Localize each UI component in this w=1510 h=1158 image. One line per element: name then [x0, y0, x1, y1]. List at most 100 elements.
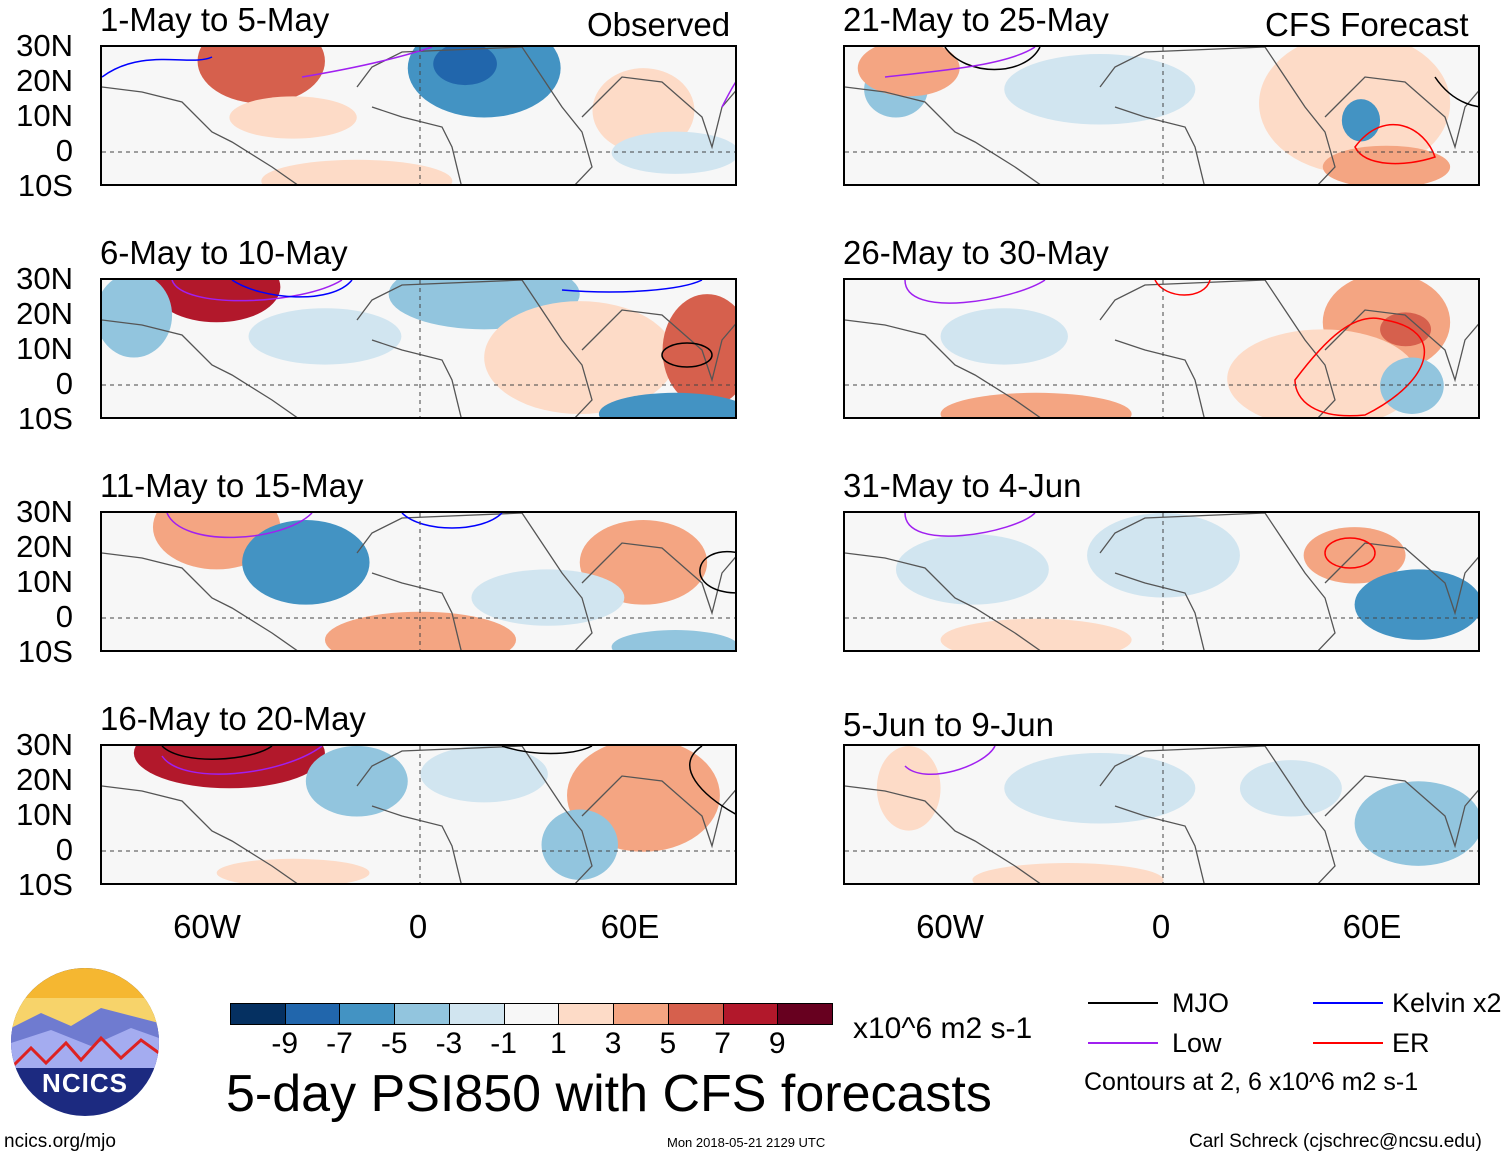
lat-tick-label: 20N — [16, 762, 73, 797]
colorbar-swatch — [394, 1003, 450, 1025]
site-link[interactable]: ncics.org/mjo — [4, 1131, 116, 1152]
legend-label-low: Low — [1172, 1028, 1222, 1058]
lat-tick-label: 20N — [16, 296, 73, 331]
lon-tick-label: 60W — [173, 908, 241, 945]
timestamp: Mon 2018-05-21 2129 UTC — [667, 1135, 826, 1150]
colorbar-swatch — [777, 1003, 833, 1025]
lat-tick-label: 10S — [17, 634, 73, 669]
wave-contour — [1324, 537, 1376, 569]
anomaly-shading — [1004, 54, 1196, 125]
anomaly-shading — [662, 294, 735, 407]
colorbar-tick-label: -9 — [271, 1027, 299, 1060]
anomaly-shading — [229, 96, 357, 139]
colorbar-tick-label: 1 — [550, 1027, 567, 1060]
forecast-label: CFS Forecast — [1265, 6, 1469, 43]
lat-tick-label: 10N — [16, 564, 73, 599]
contour-note: Contours at 2, 6 x10^6 m2 s-1 — [1084, 1068, 1419, 1096]
colorbar-tick-label: -7 — [326, 1027, 353, 1060]
colorbar-swatch — [613, 1003, 669, 1025]
anomaly-shading — [611, 131, 735, 174]
colorbar-tick-label: 3 — [604, 1027, 622, 1060]
anomaly-shading — [1004, 753, 1196, 824]
anomaly-shading — [972, 863, 1164, 883]
anomaly-shading — [305, 746, 408, 817]
anomaly-shading — [1380, 357, 1444, 414]
wave-contour — [301, 47, 433, 78]
anomaly-shading — [1354, 569, 1478, 640]
lat-tick-label: 20N — [16, 63, 73, 98]
anomaly-shading — [541, 809, 618, 880]
colorbar-tick-label: 9 — [768, 1027, 786, 1060]
anomaly-shading — [1380, 312, 1432, 347]
wave-contour — [1154, 280, 1211, 296]
lat-tick-label: 30N — [16, 28, 73, 63]
anomaly-shading — [433, 47, 497, 86]
wave-contour — [721, 81, 735, 108]
anomaly-shading — [1239, 760, 1342, 817]
panel-title: 1-May to 5-May — [100, 1, 330, 38]
anomaly-shading — [1354, 781, 1478, 866]
lat-tick-label: 30N — [16, 261, 73, 296]
wave-contour — [699, 550, 735, 594]
wave-contour — [904, 280, 1046, 304]
wave-contour — [944, 47, 1041, 71]
lat-tick-label: 10N — [16, 797, 73, 832]
colorbar-swatch — [667, 1003, 724, 1025]
map-panel — [843, 511, 1480, 652]
map-panel — [843, 744, 1480, 885]
wave-contour — [102, 56, 213, 78]
wave-contour — [501, 746, 593, 755]
figure-title: 5-day PSI850 with CFS forecasts — [226, 1065, 992, 1123]
anomaly-shading — [592, 68, 695, 153]
lat-tick-label: 0 — [55, 832, 73, 867]
coastline — [845, 280, 1478, 417]
map-panel — [100, 278, 737, 419]
lat-tick-label: 0 — [55, 366, 73, 401]
coastline — [102, 746, 735, 883]
anomaly-shading — [1322, 145, 1451, 184]
colorbar-tick-label: 7 — [714, 1027, 731, 1060]
colorbar-tick-label: -1 — [490, 1027, 517, 1060]
legend-label-er: ER — [1392, 1028, 1430, 1058]
wave-contour — [1354, 123, 1436, 165]
lat-tick-label: 0 — [55, 133, 73, 168]
panel-title: 21-May to 25-May — [843, 1, 1109, 38]
anomaly-shading — [133, 746, 325, 789]
lat-tick-label: 10S — [17, 168, 73, 203]
lat-tick-label: 30N — [16, 494, 73, 529]
legend-line-low — [1088, 1042, 1158, 1044]
colorbar-tick-label: -5 — [380, 1027, 408, 1060]
panel-title: 31-May to 4-Jun — [843, 467, 1082, 504]
anomaly-shading — [598, 392, 735, 417]
legend-line-kelvin — [1313, 1002, 1383, 1004]
lat-tick-label: 10S — [17, 401, 73, 436]
wave-contour — [171, 280, 343, 302]
wave-contour — [161, 746, 273, 760]
anomaly-shading — [940, 308, 1068, 365]
colorbar-swatch — [230, 1003, 286, 1025]
colorbar-swatch — [722, 1003, 779, 1025]
wave-contour — [161, 746, 323, 775]
legend-line-er — [1313, 1042, 1383, 1044]
panel-title: 11-May to 15-May — [100, 467, 364, 504]
anomaly-shading — [876, 746, 941, 831]
wave-contour — [904, 746, 996, 775]
lat-tick-label: 0 — [55, 599, 73, 634]
lat-tick-label: 10S — [17, 867, 73, 902]
logo-graphic — [11, 968, 159, 1070]
lon-tick-label: 60E — [1342, 908, 1402, 945]
legend-line-mjo — [1088, 1002, 1158, 1004]
anomaly-shading — [1227, 329, 1419, 417]
author-credit: Carl Schreck (cjschrec@ncsu.edu) — [1189, 1131, 1482, 1152]
coastline — [845, 513, 1478, 650]
lon-tick-label: 60E — [600, 908, 660, 945]
lat-tick-label: 30N — [16, 727, 73, 762]
colorbar-swatch — [284, 1003, 341, 1025]
colorbar-tick-label: -3 — [435, 1027, 463, 1060]
lon-tick-label: 0 — [408, 908, 428, 945]
coastline — [845, 746, 1478, 883]
wave-contour — [1294, 317, 1426, 417]
ncics-logo: NCICS — [11, 968, 159, 1116]
anomaly-shading — [324, 611, 517, 650]
